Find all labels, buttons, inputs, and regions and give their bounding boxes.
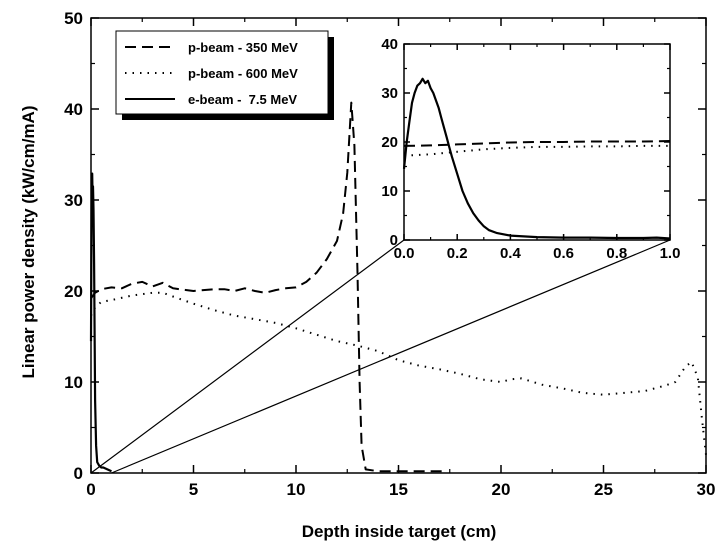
- inset-plot-marks: 0.0 0.2 0.4 0.6 0.8 1.0 0 10 20 30 40: [381, 36, 680, 262]
- inset-y-tick-label: 10: [381, 183, 398, 200]
- inset-y-tick-label: 30: [381, 85, 398, 102]
- main-x-tick-label: 25: [594, 480, 613, 499]
- x-axis-label: Depth inside target (cm): [302, 522, 497, 541]
- inset-x-tick-label: 0.4: [500, 245, 522, 262]
- main-y-tick-label: 0: [74, 464, 83, 483]
- inset-y-tick-label: 20: [381, 134, 398, 151]
- main-y-tick-label: 50: [64, 9, 83, 28]
- inset-y-tick-label: 0: [390, 232, 398, 249]
- main-x-tick-label: 5: [189, 480, 198, 499]
- inset-y-tick-label: 40: [381, 36, 398, 53]
- main-series-dashed: [90, 101, 446, 473]
- main-plot-marks: 0 5 10 15 20 25 30 0 10 20 30 40 50: [64, 9, 715, 499]
- main-x-tick-label: 30: [697, 480, 716, 499]
- main-x-tick-label: 20: [492, 480, 511, 499]
- inset-series-solid: [402, 77, 671, 240]
- legend-label-ebeam: e-beam - 7.5 MeV: [188, 92, 297, 107]
- main-x-tick-label: 10: [287, 480, 306, 499]
- inset-x-tick-label: 1.0: [660, 245, 681, 262]
- y-axis-label: Linear power density (kW/cm/mA): [19, 106, 38, 379]
- zoom-connector-right: [111, 239, 671, 474]
- main-y-tick-label: 20: [64, 282, 83, 301]
- legend-label-600: p-beam - 600 MeV: [188, 66, 298, 81]
- inset-x-tick-label: 0.0: [394, 245, 415, 262]
- main-y-tick-label: 40: [64, 100, 83, 119]
- zoom-connector-left: [90, 239, 405, 474]
- inset-x-tick-label: 0.8: [606, 245, 627, 262]
- main-series-solid: [89, 172, 112, 473]
- inset-x-tick-label: 0.2: [447, 245, 468, 262]
- main-x-tick-label: 15: [389, 480, 408, 499]
- legend-label-350: p-beam - 350 MeV: [188, 40, 298, 55]
- main-x-tick-label: 0: [86, 480, 95, 499]
- main-y-tick-label: 10: [64, 373, 83, 392]
- main-y-tick-label: 30: [64, 191, 83, 210]
- legend-frame: [115, 30, 329, 115]
- inset-x-tick-label: 0.6: [553, 245, 574, 262]
- main-series-dotted: [90, 291, 707, 455]
- legend: p-beam - 350 MeV p-beam - 600 MeV e-beam…: [115, 30, 334, 120]
